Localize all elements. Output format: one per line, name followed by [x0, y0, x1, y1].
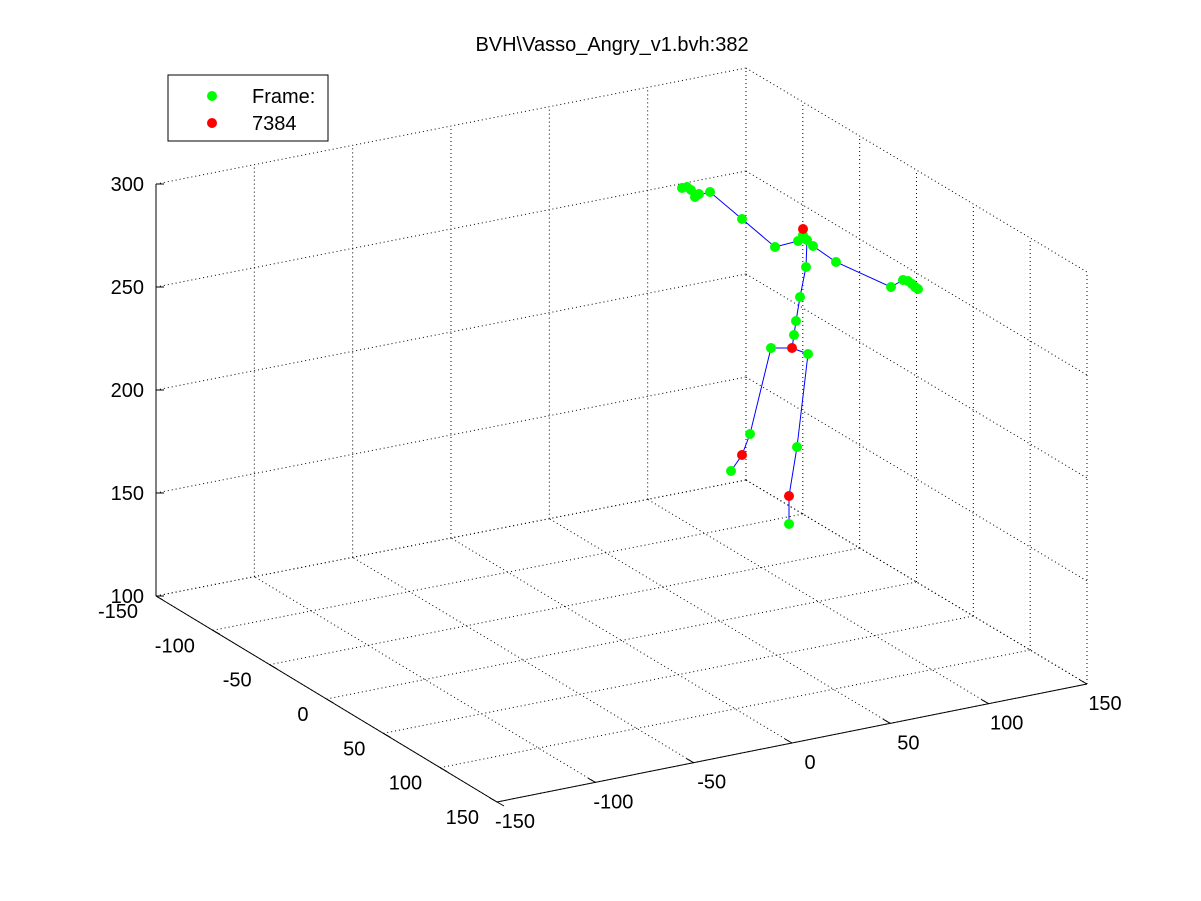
joint-marker — [784, 519, 794, 529]
y-tick-label: -50 — [223, 670, 252, 692]
x-tick-mark — [981, 699, 989, 705]
x-tick-mark — [588, 777, 596, 783]
x-tick-label: -50 — [697, 772, 726, 794]
axes-box — [155, 184, 1088, 803]
joint-marker — [913, 284, 923, 294]
joint-marker — [791, 316, 801, 326]
joint-marker — [705, 187, 715, 197]
legend: Frame: 7384 — [167, 74, 329, 142]
y-tick-mark — [326, 698, 334, 704]
y-tick-label: 100 — [389, 773, 422, 795]
x-tick-mark — [784, 738, 793, 744]
joint-marker — [737, 214, 747, 224]
y-tick-label: 150 — [446, 807, 479, 829]
joint-marker — [808, 241, 818, 251]
joint-marker — [801, 262, 811, 272]
z-tick-label: 250 — [111, 277, 144, 299]
legend-marker-frame — [207, 91, 217, 101]
floor-grid-line — [647, 498, 989, 705]
x-tick-mark — [883, 718, 891, 724]
x-tick-mark — [489, 797, 498, 803]
y-tick-mark — [439, 767, 448, 773]
highlight-joint-marker — [787, 343, 797, 353]
z-tick-label: 150 — [111, 483, 144, 505]
y-tick-label: 0 — [297, 704, 308, 726]
legend-box — [167, 74, 329, 142]
skeleton — [677, 182, 923, 529]
y-tick-mark — [269, 664, 277, 670]
chart-title: BVH\Vasso_Angry_v1.bvh:382 — [475, 34, 748, 56]
x-tick-label: -150 — [495, 811, 535, 833]
y-tick-label: -150 — [98, 601, 138, 623]
floor-grid-line — [383, 615, 974, 734]
joint-marker — [766, 343, 776, 353]
y-tick-mark — [496, 801, 505, 807]
highlight-joint-marker — [784, 491, 794, 501]
x-tick-mark — [686, 758, 694, 764]
joint-marker — [770, 242, 780, 252]
z-tick-label: 300 — [111, 174, 144, 196]
x-tick-label: 150 — [1088, 693, 1121, 715]
floor-grid-line — [269, 547, 860, 666]
x-tick-mark — [1079, 679, 1088, 685]
wall-grid-line — [745, 376, 1088, 582]
joint-marker — [831, 257, 841, 267]
z-tick-label: 200 — [111, 380, 144, 402]
floor-grid-line — [440, 649, 1031, 769]
legend-label-frame: Frame: — [252, 86, 315, 108]
y-tick-label: -100 — [155, 635, 195, 657]
legend-label-7384: 7384 — [252, 113, 297, 135]
joint-marker — [745, 429, 755, 439]
wall-grid-line — [155, 273, 747, 391]
joint-marker — [789, 330, 799, 340]
floor-grid-line — [212, 513, 803, 631]
joint-marker — [792, 442, 802, 452]
grid-lines — [155, 67, 1088, 803]
wall-grid-line — [155, 376, 747, 494]
x-tick-label: 50 — [897, 732, 919, 754]
x-tick-label: -100 — [593, 791, 633, 813]
y-tick-mark — [155, 595, 164, 601]
highlight-joint-marker — [798, 224, 808, 234]
floor-grid-line — [326, 581, 917, 700]
z-tick-label: 100 — [111, 586, 144, 608]
joint-marker — [886, 282, 896, 292]
legend-marker-7384 — [207, 118, 217, 128]
wall-grid-line — [155, 67, 747, 185]
joint-marker — [726, 466, 736, 476]
joint-marker — [795, 292, 805, 302]
joint-marker — [803, 349, 813, 359]
joint-marker — [694, 189, 704, 199]
highlight-joint-marker — [737, 450, 747, 460]
x-tick-label: 0 — [804, 752, 815, 774]
y-tick-mark — [383, 732, 391, 738]
y-tick-mark — [212, 629, 221, 635]
y-tick-label: 50 — [343, 738, 365, 760]
x-tick-label: 100 — [990, 713, 1023, 735]
